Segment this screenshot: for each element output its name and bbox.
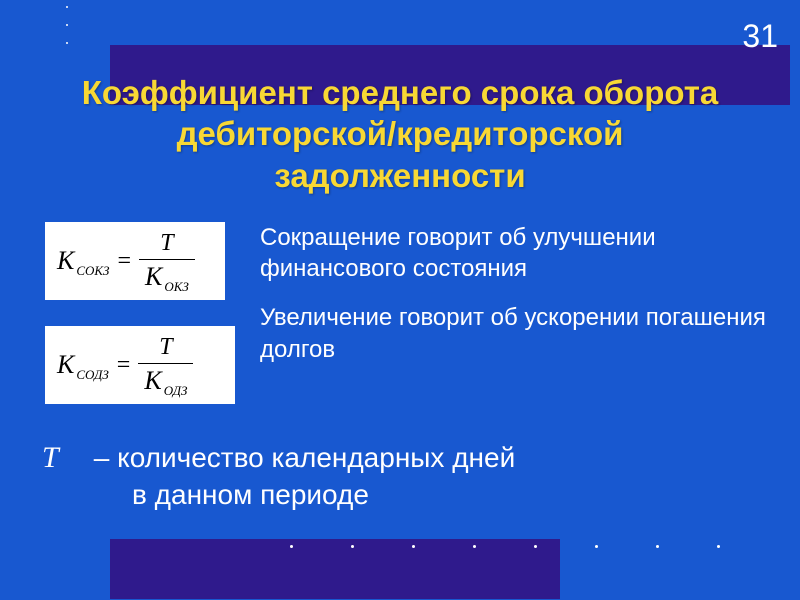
formula2-numerator: T [149,334,182,363]
formula1-lhs-var: K [57,246,74,276]
formula2-denom-sub: ОДЗ [164,383,188,399]
notes-block: Сокращение говорит об улучшении финансов… [260,222,770,365]
definition-dash: – [94,442,110,473]
equals-sign: = [117,248,131,275]
variable-definition: T – количество календарных дней в данном… [42,438,742,513]
definition-text-1: количество календарных дней [117,442,515,473]
formula1-lhs-sub: СОКЗ [76,263,109,279]
decorative-dots-bottom [290,545,778,548]
formula2-denom-var: K [144,366,161,396]
title-line-2: дебиторской/кредиторской [177,115,624,152]
note-1: Сокращение говорит об улучшении финансов… [260,222,770,284]
formula2-lhs-var: K [57,350,74,380]
note-2: Увеличение говорит об ускорении погашени… [260,302,770,364]
title-line-3: задолженности [274,157,525,194]
formula1-numerator: T [150,230,183,259]
formula2-lhs-sub: СОДЗ [76,367,108,383]
footer-accent-bar [110,539,560,599]
definition-text-2: в данном периоде [42,477,742,513]
formula-sokz: K СОКЗ = T K ОКЗ [45,222,225,300]
slide-number: 31 [742,18,778,55]
slide-title: Коэффициент среднего срока оборота дебит… [0,72,800,196]
decorative-dots-top [66,6,68,60]
title-line-1: Коэффициент среднего срока оборота [82,74,718,111]
formula1-denom-var: K [145,262,162,292]
formula-sodz: K СОДЗ = T K ОДЗ [45,326,235,404]
equals-sign: = [117,352,131,379]
formula1-denom-sub: ОКЗ [164,279,188,295]
definition-var: T [42,438,86,477]
